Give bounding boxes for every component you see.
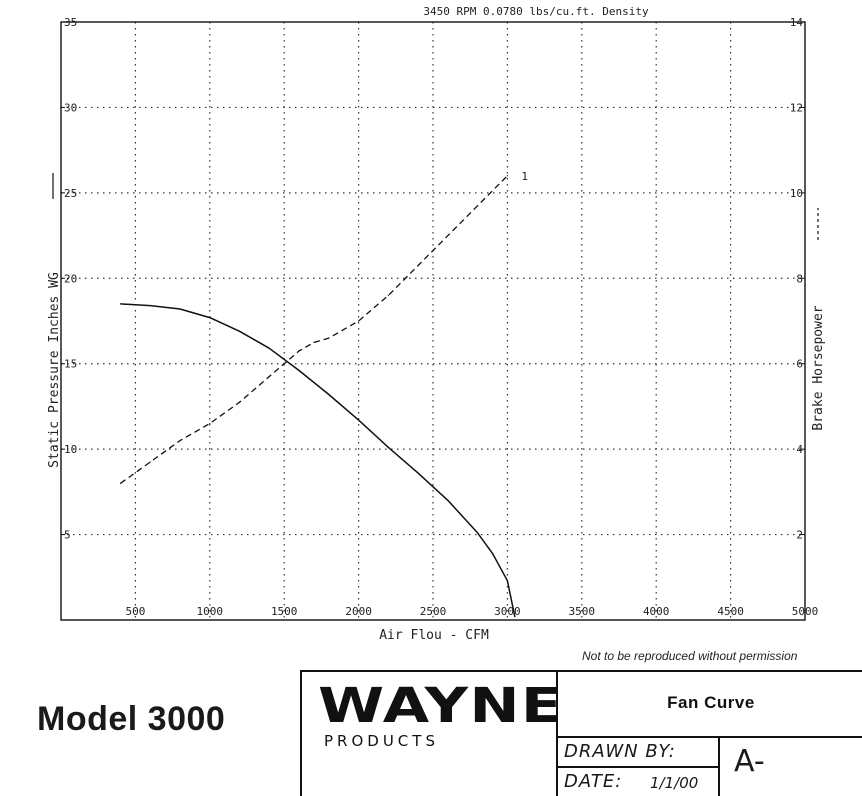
y-tick-label: 25 (64, 187, 77, 200)
x-tick-label: 4500 (717, 605, 744, 618)
date-value: 1/1/00 (650, 774, 699, 792)
bhp-point (447, 234, 449, 237)
logo-cell: WAYNE PRODUCTS (302, 672, 562, 796)
fan-curve-chart: 1 500 1000 1500 2000 2500 3000 3500 4000 4500 500… (47, 5, 826, 643)
chart-tick-labels: 500 1000 1500 2000 2500 3000 3500 4000 4500 5000 5… (64, 16, 818, 618)
pressure-point (298, 369, 300, 372)
x-tick-label: 2000 (345, 605, 372, 618)
plot-frame (60, 21, 806, 621)
pressure-point (149, 305, 151, 307)
y-tick-label: 15 (64, 358, 77, 371)
bhp-point (328, 337, 330, 339)
y-axis-label: Static Pressure Inches WG (47, 272, 62, 468)
pressure-point (387, 446, 389, 449)
y-tick-label: 30 (64, 101, 77, 114)
y2-axis-label: Brake Horsepower (811, 305, 826, 430)
chart-series: 1 (119, 170, 528, 618)
x-tick-label: 2500 (420, 605, 447, 618)
bhp-point (268, 375, 270, 378)
drawn-by-cell: DRAWN BY: (558, 738, 718, 768)
pressure-point (268, 347, 270, 349)
bhp-point (149, 461, 151, 463)
pressure-point (506, 580, 508, 582)
pressure-point (514, 615, 516, 618)
y2-tick-label: 10 (790, 187, 803, 200)
bhp-point (358, 320, 360, 322)
y-tick-label: 5 (64, 529, 71, 542)
pressure-point (328, 393, 330, 396)
static-pressure-curve (120, 303, 516, 617)
drawn-by-label: DRAWN BY: (564, 741, 676, 762)
pressure-point (238, 330, 241, 332)
x-tick-label: 1000 (197, 605, 224, 618)
revision-value: A- (734, 744, 765, 779)
chart-grid (61, 22, 805, 620)
bhp-point (298, 350, 300, 352)
bhp-point (417, 264, 419, 267)
y-tick-label: 20 (64, 272, 77, 285)
pressure-point (477, 532, 479, 534)
pressure-point (358, 419, 360, 421)
title-block: WAYNE PRODUCTS Fan Curve DRAWN BY: DATE:… (300, 670, 862, 796)
y2-tick-label: 6 (796, 358, 803, 371)
wayne-logo-subtext: PRODUCTS (324, 732, 439, 750)
x-axis-label: Air Flou - CFM (379, 628, 489, 643)
bhp-point (119, 482, 122, 484)
chart-title: 3450 RPM 0.0780 lbs/cu.ft. Density (423, 5, 649, 18)
y2-tick-label: 12 (790, 101, 803, 114)
bhp-point (238, 401, 241, 403)
pressure-point (491, 552, 494, 554)
bhp-point (387, 294, 389, 296)
y2-tick-label: 8 (796, 272, 803, 285)
x-tick-label: 5000 (792, 605, 819, 618)
wayne-logo: WAYNE (318, 678, 564, 734)
x-tick-label: 3000 (494, 605, 521, 618)
pressure-point (119, 303, 122, 305)
date-label: DATE: (564, 771, 623, 792)
bhp-point (506, 175, 508, 177)
model-name: Model 3000 (37, 700, 226, 738)
x-tick-label: 500 (125, 605, 145, 618)
reproduction-notice: Not to be reproduced without permission (582, 649, 798, 663)
x-tick-label: 4000 (643, 605, 670, 618)
y-tick-label: 10 (64, 443, 77, 456)
y-tick-label: 35 (64, 16, 77, 29)
y2-tick-label: 2 (796, 529, 803, 542)
y2-tick-label: 14 (790, 16, 804, 29)
y2-tick-label: 4 (796, 443, 803, 456)
pressure-point (179, 308, 181, 310)
pressure-point (447, 499, 449, 501)
brake-horsepower-curve (120, 175, 508, 484)
bhp-point (209, 422, 211, 425)
bhp-point (313, 341, 315, 343)
document-title: Fan Curve (558, 672, 862, 738)
pressure-point (209, 316, 211, 319)
series-label: 1 (521, 170, 528, 183)
bhp-point (477, 205, 479, 207)
chart-axes (60, 21, 806, 621)
x-tick-label: 3500 (569, 605, 596, 618)
bhp-point (179, 440, 181, 442)
date-cell: DATE: 1/1/00 (558, 768, 718, 796)
revision-cell: A- (718, 738, 862, 796)
x-tick-label: 1500 (271, 605, 298, 618)
pressure-point (417, 472, 419, 474)
